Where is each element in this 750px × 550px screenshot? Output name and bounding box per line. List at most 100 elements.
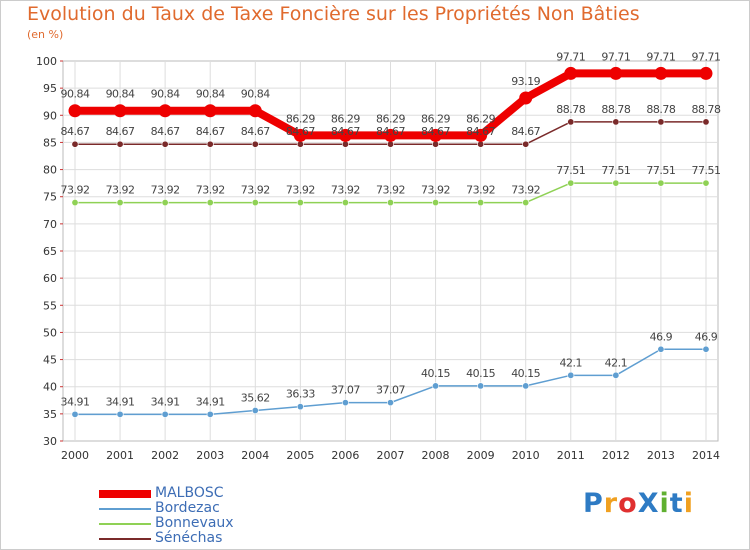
data-point [699,66,713,80]
data-label: 73.92 [331,184,360,197]
data-point [206,199,214,207]
data-point [657,118,665,126]
data-point [383,128,397,142]
data-label: 73.92 [241,184,270,197]
data-point [161,199,169,207]
data-point [432,382,440,390]
data-label: 73.92 [376,184,405,197]
data-label: 93.19 [511,75,540,88]
data-label: 97.71 [646,50,675,63]
data-point [612,118,620,126]
data-label: 90.84 [241,88,270,101]
data-label: 84.67 [196,125,225,138]
x-tick-label: 2002 [151,449,179,462]
data-point [386,199,394,207]
y-tick-label: 30 [43,435,57,448]
x-tick-label: 2003 [196,449,224,462]
data-point [251,199,259,207]
x-tick-label: 2011 [557,449,585,462]
legend-label: Bordezac [155,500,220,516]
x-tick-label: 2010 [512,449,540,462]
data-point [702,345,710,353]
data-point [612,371,620,379]
data-point [203,104,217,118]
data-point [116,140,124,148]
data-label: 40.15 [511,367,540,380]
data-label: 90.84 [196,88,225,101]
legend-swatch [99,523,151,525]
proxiti-logo: ProXiti [583,488,694,519]
x-tick-label: 2009 [467,449,495,462]
legend-label: Bonnevaux [155,515,234,531]
y-tick-label: 100 [36,55,57,68]
logo-letter: X [637,488,660,519]
x-tick-label: 2004 [241,449,269,462]
data-point [251,406,259,414]
data-label: 90.84 [61,88,90,101]
data-label: 77.51 [556,164,585,177]
data-label: 90.84 [151,88,180,101]
data-point [702,118,710,126]
data-point [386,399,394,407]
chart-title: Evolution du Taux de Taxe Foncière sur l… [27,3,640,25]
data-label: 46.9 [695,330,718,343]
data-label: 97.71 [691,50,720,63]
data-point [296,199,304,207]
data-point [609,66,623,80]
y-tick-label: 95 [43,82,57,95]
data-point [71,199,79,207]
data-label: 34.91 [196,395,225,408]
logo-letter: o [618,488,638,519]
data-label: 35.62 [241,391,270,404]
y-tick-label: 35 [43,408,57,421]
data-label: 40.15 [421,367,450,380]
data-point [474,128,488,142]
x-tick-label: 2007 [376,449,404,462]
data-label: 73.92 [511,184,540,197]
data-label: 73.92 [466,184,495,197]
data-point [432,199,440,207]
data-label: 37.07 [376,384,405,397]
data-point [612,179,620,187]
data-point [429,128,443,142]
y-tick-label: 70 [43,218,57,231]
y-tick-label: 55 [43,299,57,312]
data-point [116,410,124,418]
data-label: 73.92 [421,184,450,197]
data-label: 84.67 [331,125,360,138]
data-point [71,410,79,418]
legend-swatch [99,508,151,510]
data-label: 42.1 [605,356,628,369]
data-label: 73.92 [106,184,135,197]
data-label: 84.67 [241,125,270,138]
data-label: 73.92 [151,184,180,197]
data-label: 86.29 [286,112,315,125]
y-tick-label: 80 [43,164,57,177]
data-label: 86.29 [376,112,405,125]
data-point [477,199,485,207]
data-point [296,140,304,148]
x-tick-label: 2014 [692,449,720,462]
data-point [654,66,668,80]
data-label: 36.33 [286,388,315,401]
data-point [161,410,169,418]
x-tick-label: 2006 [331,449,359,462]
data-label: 77.51 [691,164,720,177]
data-point [522,382,530,390]
legend-label: MALBOSC [155,485,224,501]
y-tick-label: 65 [43,245,57,258]
x-tick-label: 2012 [602,449,630,462]
data-label: 40.15 [466,367,495,380]
x-tick-label: 2013 [647,449,675,462]
legend-label: Sénéchas [155,530,223,546]
data-label: 84.67 [511,125,540,138]
data-label: 86.29 [466,112,495,125]
data-label: 86.29 [421,112,450,125]
y-tick-label: 40 [43,381,57,394]
data-point [68,104,82,118]
data-point [567,118,575,126]
data-point [567,371,575,379]
data-point [702,179,710,187]
data-label: 84.67 [61,125,90,138]
